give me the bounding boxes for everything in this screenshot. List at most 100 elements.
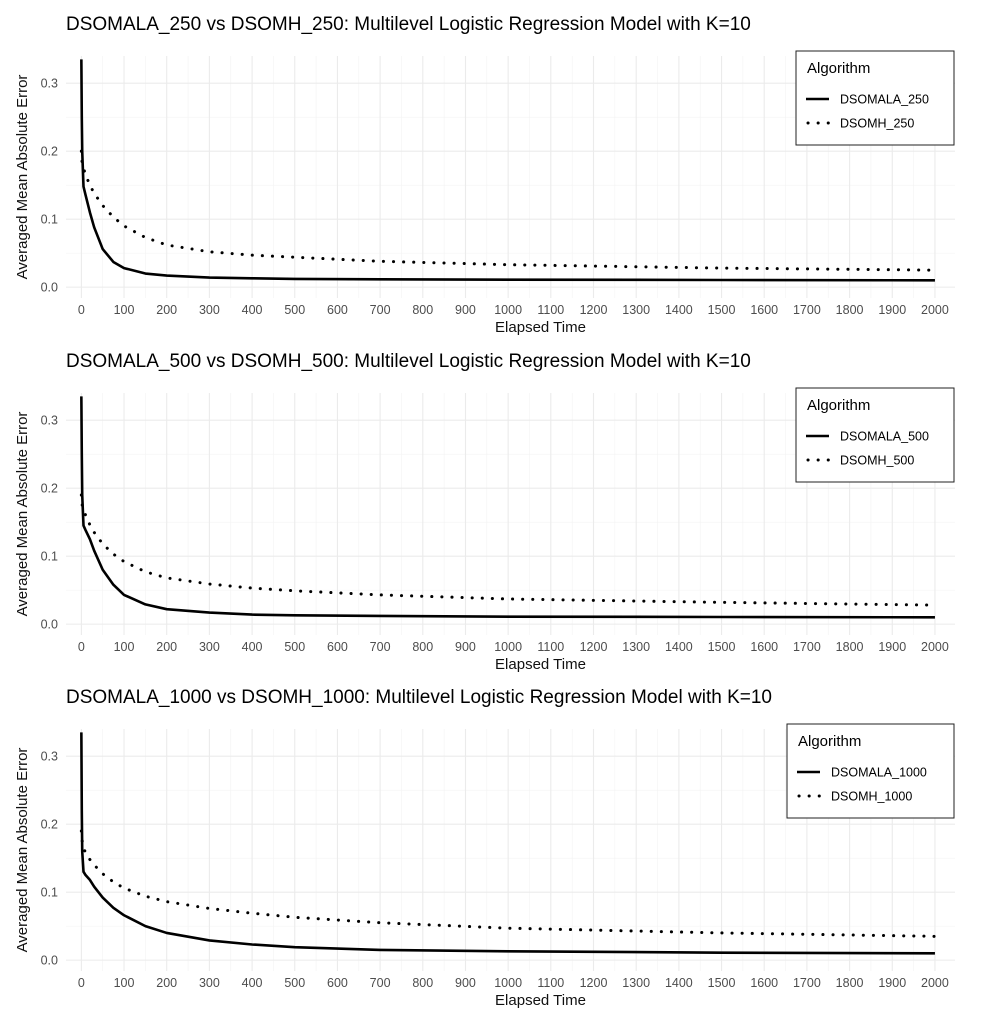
x-tick-label: 1800 <box>836 976 864 990</box>
x-tick-label: 1900 <box>878 640 906 654</box>
series-line-dsomala-1000 <box>80 732 935 955</box>
x-tick-label: 200 <box>156 303 177 317</box>
x-tick-label: 1600 <box>750 976 778 990</box>
x-tick-label: 100 <box>114 976 135 990</box>
x-tick-label: 1500 <box>708 976 736 990</box>
x-tick-label: 1100 <box>537 976 564 990</box>
x-tick-label: 400 <box>242 640 263 654</box>
x-tick-label: 0 <box>78 303 85 317</box>
y-axis-label: Averaged Mean Absolute Error <box>14 75 31 280</box>
x-tick-label: 1000 <box>494 640 522 654</box>
chart-panel-2: DSOMALA_500 vs DSOMH_500: Multilevel Log… <box>14 351 955 673</box>
series-line-dsomala-250 <box>80 59 935 282</box>
x-tick-label: 300 <box>199 303 220 317</box>
x-tick-label: 1100 <box>537 303 564 317</box>
x-tick-label: 100 <box>114 303 135 317</box>
x-tick-label: 800 <box>412 976 433 990</box>
legend-title: Algorithm <box>807 60 870 77</box>
x-tick-label: 2000 <box>921 640 949 654</box>
x-tick-label: 0 <box>78 976 85 990</box>
x-tick-label: 2000 <box>921 976 949 990</box>
y-tick-label: 0.0 <box>41 618 58 632</box>
x-tick-label: 2000 <box>921 303 949 317</box>
x-tick-label: 1700 <box>793 976 821 990</box>
x-tick-label: 1400 <box>665 303 693 317</box>
series-line-dsomh-250 <box>79 149 937 272</box>
legend-label: DSOMALA_1000 <box>831 766 927 780</box>
legend-label: DSOMH_1000 <box>831 790 912 804</box>
x-tick-label: 600 <box>327 303 348 317</box>
series-line-dsomala-500 <box>80 396 935 619</box>
x-tick-label: 600 <box>327 976 348 990</box>
x-tick-label: 900 <box>455 640 476 654</box>
legend-title: Algorithm <box>807 397 870 414</box>
y-tick-label: 0.2 <box>41 145 58 159</box>
x-tick-label: 900 <box>455 976 476 990</box>
x-tick-label: 1900 <box>878 976 906 990</box>
x-tick-label: 800 <box>412 640 433 654</box>
x-tick-label: 1200 <box>580 976 608 990</box>
y-tick-label: 0.3 <box>41 77 58 91</box>
x-tick-label: 700 <box>370 976 391 990</box>
x-tick-label: 1300 <box>622 640 650 654</box>
x-tick-label: 1800 <box>836 303 864 317</box>
x-tick-label: 100 <box>114 640 135 654</box>
x-tick-label: 300 <box>199 640 220 654</box>
x-tick-label: 1900 <box>878 303 906 317</box>
x-tick-label: 1200 <box>580 303 608 317</box>
chart-title: DSOMALA_250 vs DSOMH_250: Multilevel Log… <box>66 14 751 35</box>
x-tick-label: 400 <box>242 303 263 317</box>
y-tick-label: 0.1 <box>41 213 58 227</box>
x-tick-label: 1300 <box>622 303 650 317</box>
legend-label: DSOMH_500 <box>840 454 914 468</box>
y-axis-label: Averaged Mean Absolute Error <box>14 748 31 953</box>
x-tick-label: 1300 <box>622 976 650 990</box>
x-tick-label: 400 <box>242 976 263 990</box>
x-tick-label: 300 <box>199 976 220 990</box>
legend: Algorithm DSOMALA_500 DSOMH_500 <box>795 387 955 483</box>
chart-title: DSOMALA_1000 vs DSOMH_1000: Multilevel L… <box>66 687 772 708</box>
x-tick-label: 1000 <box>494 976 522 990</box>
legend: Algorithm DSOMALA_1000 DSOMH_1000 <box>786 723 955 819</box>
x-tick-label: 1800 <box>836 640 864 654</box>
x-tick-label: 800 <box>412 303 433 317</box>
legend-label: DSOMH_250 <box>840 117 914 131</box>
series-line-dsomh-500 <box>79 493 937 607</box>
x-tick-label: 1600 <box>750 640 778 654</box>
x-axis-label: Elapsed Time <box>495 992 586 1009</box>
x-axis-label: Elapsed Time <box>495 656 586 673</box>
x-tick-label: 500 <box>284 303 305 317</box>
y-tick-label: 0.0 <box>41 954 58 968</box>
x-tick-label: 1100 <box>537 640 564 654</box>
x-tick-label: 1200 <box>580 640 608 654</box>
y-tick-label: 0.2 <box>41 482 58 496</box>
x-tick-label: 700 <box>370 640 391 654</box>
x-tick-label: 700 <box>370 303 391 317</box>
x-tick-label: 1000 <box>494 303 522 317</box>
y-tick-label: 0.3 <box>41 750 58 764</box>
y-tick-label: 0.1 <box>41 550 58 564</box>
chart-title: DSOMALA_500 vs DSOMH_500: Multilevel Log… <box>66 351 751 372</box>
x-tick-label: 1700 <box>793 640 821 654</box>
x-tick-label: 0 <box>78 640 85 654</box>
y-tick-label: 0.3 <box>41 414 58 428</box>
x-tick-label: 1400 <box>665 976 693 990</box>
x-tick-label: 900 <box>455 303 476 317</box>
x-tick-label: 600 <box>327 640 348 654</box>
x-tick-label: 200 <box>156 976 177 990</box>
x-tick-label: 500 <box>284 640 305 654</box>
x-tick-label: 1500 <box>708 303 736 317</box>
x-tick-label: 1700 <box>793 303 821 317</box>
legend-label: DSOMALA_500 <box>840 430 929 444</box>
y-tick-label: 0.0 <box>41 281 58 295</box>
x-tick-label: 1400 <box>665 640 693 654</box>
x-axis-label: Elapsed Time <box>495 319 586 336</box>
x-tick-label: 200 <box>156 640 177 654</box>
chart-panel-1: DSOMALA_250 vs DSOMH_250: Multilevel Log… <box>14 14 955 336</box>
y-tick-label: 0.1 <box>41 886 58 900</box>
y-axis-label: Averaged Mean Absolute Error <box>14 412 31 617</box>
series-line-dsomh-1000 <box>79 829 937 938</box>
x-tick-label: 500 <box>284 976 305 990</box>
legend: Algorithm DSOMALA_250 DSOMH_250 <box>795 50 955 146</box>
